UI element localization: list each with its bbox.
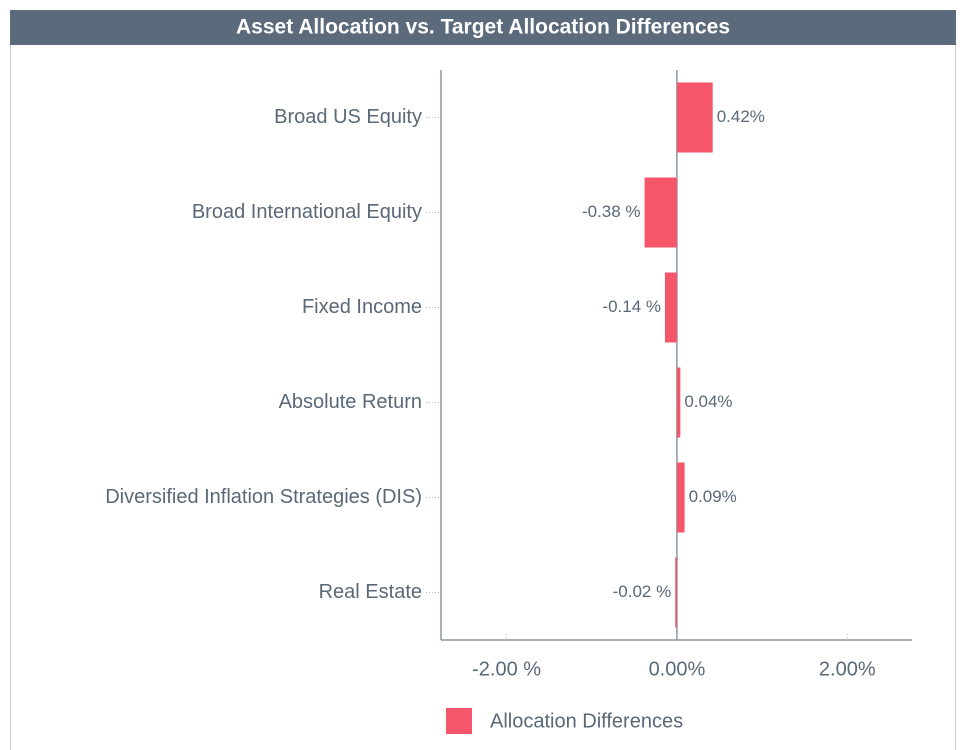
- data-label: 0.04%: [684, 392, 732, 411]
- bar: [675, 557, 677, 628]
- category-label: Real Estate: [319, 581, 422, 603]
- x-tick-label: 0.00%: [649, 658, 706, 680]
- category-label: Diversified Inflation Strategies (DIS): [105, 486, 422, 508]
- bar: [665, 272, 677, 343]
- bar: [676, 82, 713, 153]
- data-label: -0.38 %: [582, 202, 641, 221]
- bar: [676, 367, 681, 438]
- chart-title: Asset Allocation vs. Target Allocation D…: [236, 16, 730, 39]
- data-label: -0.14 %: [602, 297, 661, 316]
- data-label: -0.02 %: [613, 582, 672, 601]
- legend-label: Allocation Differences: [490, 710, 683, 732]
- header-bar: [10, 10, 956, 45]
- bar: [676, 462, 685, 533]
- data-label: 0.09%: [689, 487, 737, 506]
- panel: [10, 10, 956, 750]
- data-label: 0.42%: [717, 107, 765, 126]
- x-tick-label: 2.00%: [819, 658, 876, 680]
- x-tick-label: -2.00 %: [472, 658, 541, 680]
- category-label: Fixed Income: [302, 296, 422, 318]
- category-label: Absolute Return: [279, 391, 422, 413]
- legend-swatch: [446, 708, 472, 734]
- category-label: Broad US Equity: [274, 106, 422, 128]
- bar: [644, 177, 677, 248]
- category-label: Broad International Equity: [192, 201, 422, 223]
